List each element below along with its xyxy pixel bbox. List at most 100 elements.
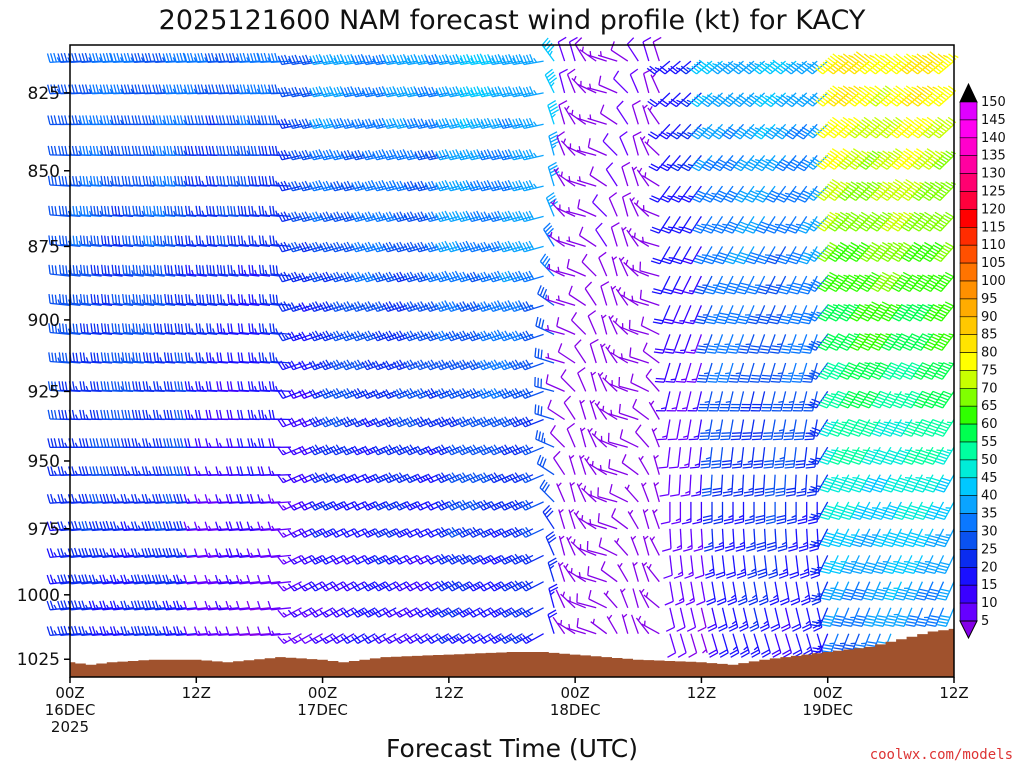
barb-feather — [144, 493, 149, 504]
barb-feather — [61, 409, 65, 420]
barb-feather — [54, 352, 58, 363]
barb-feather — [62, 323, 65, 333]
barb-feather — [51, 294, 54, 304]
barb-staff — [134, 331, 155, 336]
barb-feather — [183, 626, 188, 636]
barb-feather — [183, 574, 188, 585]
barb-feather — [527, 636, 533, 641]
wind-barb — [268, 381, 292, 393]
barb-feather — [177, 409, 181, 420]
barb-feather — [61, 438, 65, 448]
barb-feather — [145, 438, 149, 448]
barb-feather — [100, 409, 104, 420]
barb-feather — [188, 323, 191, 333]
barb-feather — [99, 180, 103, 186]
barb-feather — [258, 352, 262, 362]
barb-feather — [84, 574, 89, 584]
wind-barb — [174, 235, 197, 248]
barb-feather — [49, 574, 54, 584]
barb-feather — [106, 630, 110, 636]
barb-feather — [277, 55, 283, 65]
barb-feather — [175, 574, 181, 584]
barb-feather — [46, 53, 51, 63]
barb-feather — [219, 352, 223, 362]
barb-feather — [72, 265, 75, 275]
barb-feather — [58, 409, 62, 420]
barb-feather — [57, 357, 61, 363]
barb-staff — [50, 302, 71, 307]
barb-feather — [172, 57, 176, 63]
barb-feather — [162, 119, 166, 125]
barb-feather — [54, 235, 58, 246]
barb-feather — [131, 409, 135, 420]
barb-feather — [120, 521, 125, 531]
barb-feather — [250, 84, 254, 94]
barb-feather — [205, 409, 209, 420]
barb-feather — [88, 600, 93, 611]
barb-feather — [163, 175, 167, 186]
barb-feather — [120, 88, 124, 94]
barb-feather — [202, 294, 205, 305]
barb-feather — [390, 557, 396, 562]
barb-feather — [117, 176, 121, 186]
barb-staff — [165, 273, 186, 277]
barb-feather — [72, 323, 75, 333]
barb-feather — [195, 381, 199, 391]
barb-feather — [141, 84, 146, 94]
barb-feather — [205, 175, 209, 186]
barb-feather — [61, 175, 65, 186]
wind-barb — [111, 352, 134, 364]
barb-feather — [201, 240, 205, 246]
barb-feather — [113, 145, 117, 156]
barb-feather — [107, 265, 110, 275]
barb-feather — [116, 438, 121, 448]
wind-barb — [153, 264, 176, 277]
barb-feather — [82, 175, 86, 186]
barb-feather — [63, 600, 68, 610]
barb-feather — [148, 498, 152, 503]
barb-feather — [159, 323, 163, 334]
barb-feather — [73, 574, 79, 584]
barb-feather — [58, 264, 62, 275]
barb-feather — [227, 235, 230, 245]
barb-feather — [173, 145, 177, 156]
barb-feather — [109, 600, 114, 610]
barb-feather — [159, 385, 163, 391]
barb-feather — [188, 235, 191, 245]
barb-feather — [174, 175, 177, 186]
wind-barb — [185, 235, 207, 248]
wind-barb — [132, 294, 155, 307]
barb-feather — [185, 323, 188, 333]
wind-barb — [122, 294, 144, 307]
barb-feather — [495, 503, 501, 508]
barb-feather — [183, 84, 188, 94]
barb-feather — [75, 414, 79, 420]
barb-feather — [84, 84, 89, 94]
barb-feather — [230, 323, 233, 333]
barb-staff — [144, 302, 165, 307]
barb-feather — [264, 115, 268, 125]
barb-feather — [172, 626, 178, 636]
barb-staff — [102, 331, 123, 336]
barb-staff — [71, 331, 92, 336]
barb-feather — [506, 530, 511, 536]
barb-feather — [65, 323, 68, 334]
barb-feather — [270, 53, 275, 63]
barb-feather — [155, 521, 160, 531]
barb-feather — [271, 145, 275, 156]
wind-barb — [163, 205, 186, 218]
barb-feather — [162, 548, 167, 558]
barb-feather — [250, 438, 254, 448]
barb-feather — [228, 53, 233, 63]
barb-feather — [184, 145, 188, 156]
barb-feather — [237, 294, 241, 304]
wind-barb — [519, 472, 544, 484]
wind-barb — [269, 235, 292, 248]
barb-feather — [167, 235, 170, 245]
barb-feather — [106, 115, 110, 125]
barb-feather — [88, 626, 93, 636]
barb-feather — [112, 600, 118, 610]
barb-staff — [123, 331, 144, 336]
barb-feather — [506, 557, 511, 562]
barb-staff — [197, 214, 218, 218]
